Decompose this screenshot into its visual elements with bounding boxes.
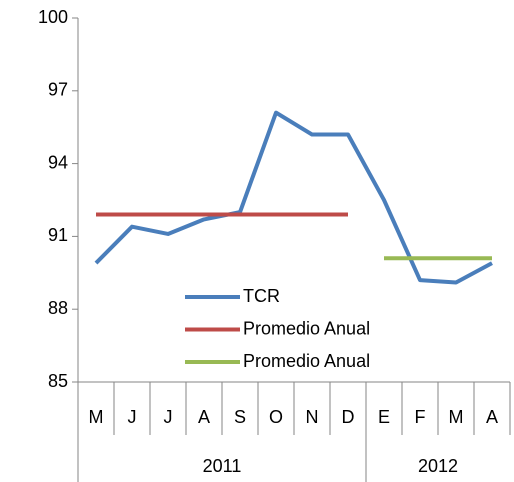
y-tick-label: 100	[38, 7, 68, 27]
group-label: 2012	[418, 456, 458, 476]
x-tick-label: E	[378, 407, 390, 427]
y-tick-label: 88	[48, 298, 68, 318]
x-tick-label: N	[306, 407, 319, 427]
legend-label: TCR	[243, 286, 280, 306]
x-tick-label: J	[164, 407, 173, 427]
series-line	[94, 110, 493, 285]
legend-label: Promedio Anual	[243, 318, 370, 338]
y-tick-label: 97	[48, 80, 68, 100]
x-tick-label: A	[198, 407, 210, 427]
y-tick-label: 91	[48, 225, 68, 245]
x-tick-label: O	[269, 407, 283, 427]
x-tick-label: F	[415, 407, 426, 427]
y-tick-label: 85	[48, 371, 68, 391]
x-tick-label: J	[128, 407, 137, 427]
legend-label: Promedio Anual	[243, 351, 370, 371]
x-tick-label: M	[89, 407, 104, 427]
x-tick-label: A	[486, 407, 498, 427]
group-label: 2011	[203, 456, 242, 476]
x-tick-label: S	[234, 407, 246, 427]
x-tick-label: D	[342, 407, 355, 427]
y-tick-label: 94	[48, 152, 68, 172]
x-tick-label: M	[449, 407, 464, 427]
